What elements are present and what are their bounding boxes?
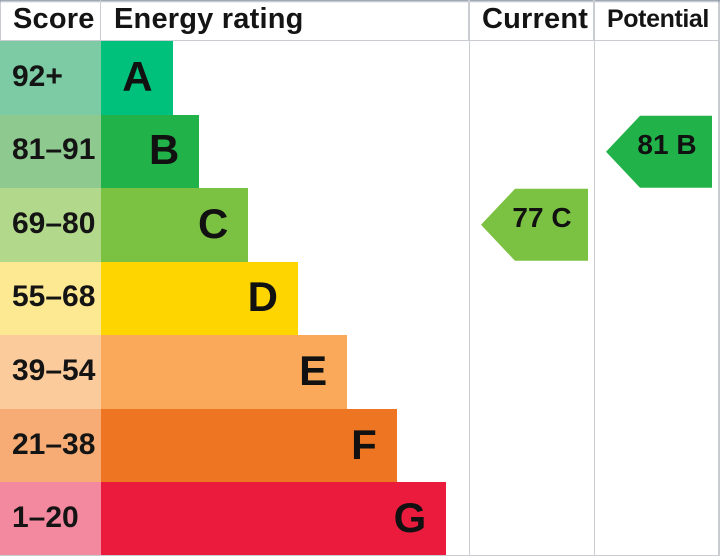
svg-text:81 B: 81 B: [637, 129, 696, 160]
svg-text:77 C: 77 C: [512, 202, 571, 233]
